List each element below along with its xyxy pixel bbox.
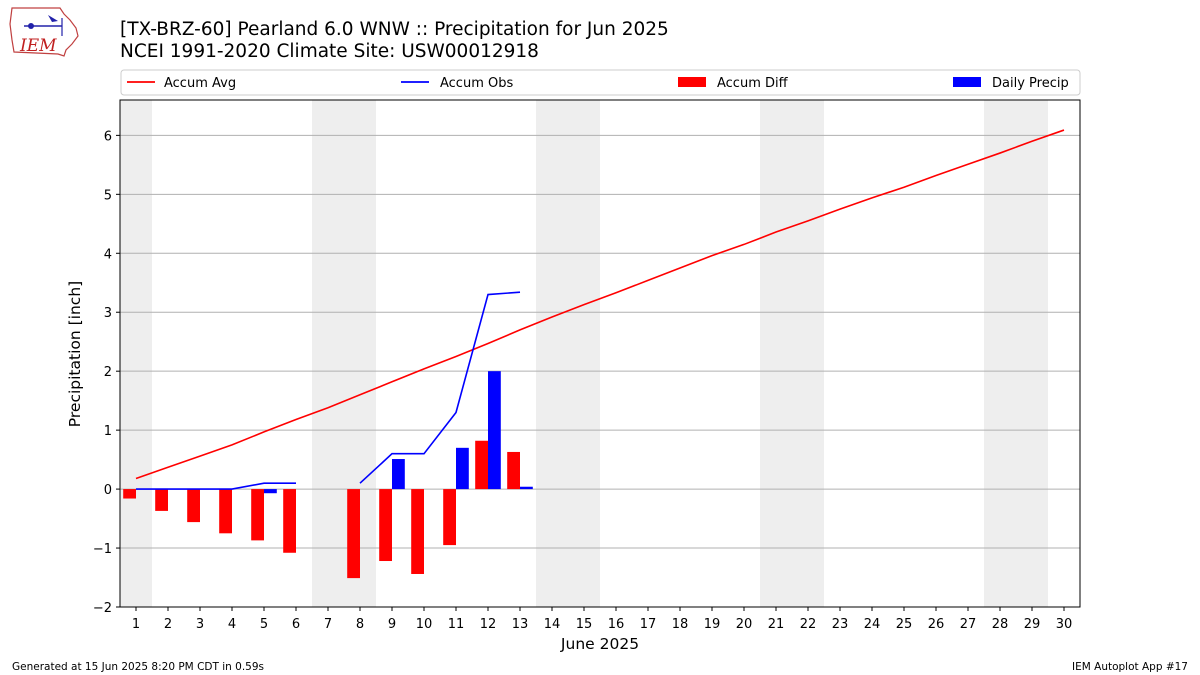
x-tick-label-7: 7 — [324, 617, 332, 632]
x-tick-label-8: 8 — [356, 617, 364, 632]
accum-obs-line-segment-1 — [359, 291, 521, 484]
accum-diff-bar-day-8 — [347, 489, 360, 579]
x-tick-label-27: 27 — [960, 617, 977, 632]
daily-precip-bar-day-5 — [264, 489, 277, 494]
daily-precip-bar-day-12 — [488, 371, 501, 490]
weekend-shading — [120, 100, 1048, 607]
x-tick-label-30: 30 — [1056, 617, 1073, 632]
x-axis: 1 2 3 4 5 6 7 8 9 10 11 12 13 14 15 16 17 18 19 20 21 22 23 24 2… — [132, 607, 1072, 632]
x-tick-label-11: 11 — [448, 617, 465, 632]
footer-generated: Generated at 15 Jun 2025 8:20 PM CDT in … — [12, 661, 264, 673]
x-tick-label-29: 29 — [1024, 617, 1041, 632]
accum-diff-bar-day-11 — [443, 489, 456, 546]
accum-diff-bar-day-12 — [475, 440, 488, 490]
plot-frame — [119, 99, 1081, 608]
legend-label-accum-avg: Accum Avg — [164, 76, 236, 91]
iem-logo-text: IEM — [19, 36, 57, 56]
weekend-band-3 — [760, 100, 824, 607]
y-tick-label--1: −1 — [93, 542, 112, 557]
legend-swatch-accum-diff — [678, 77, 706, 87]
y-tick-label-6: 6 — [104, 129, 112, 144]
accum-diff-bar-day-4 — [219, 489, 232, 534]
legend-frame — [120, 69, 1081, 96]
x-tick-label-26: 26 — [928, 617, 945, 632]
x-axis-label: June 2025 — [560, 635, 639, 653]
legend-swatch-daily-precip — [953, 77, 981, 87]
x-tick-label-1: 1 — [132, 617, 140, 632]
x-tick-label-15: 15 — [576, 617, 593, 632]
accum-diff-bar-day-10 — [411, 489, 424, 574]
accum-diff-bar-day-6 — [283, 489, 296, 553]
y-tick-label-0: 0 — [104, 483, 112, 498]
accum-diff-bar-day-2 — [155, 489, 168, 511]
weekend-band-0 — [120, 100, 152, 607]
x-tick-label-10: 10 — [416, 617, 433, 632]
weekend-band-2 — [536, 100, 600, 607]
x-tick-label-2: 2 — [164, 617, 172, 632]
legend: Accum Avg Accum Obs Accum Diff Daily Precip — [120, 69, 1081, 96]
x-tick-label-4: 4 — [228, 617, 236, 632]
x-tick-label-18: 18 — [672, 617, 689, 632]
x-tick-label-23: 23 — [832, 617, 849, 632]
x-tick-label-24: 24 — [864, 617, 881, 632]
accum-diff-bar-day-13 — [507, 451, 520, 490]
daily-precip-bar-day-11 — [456, 447, 469, 490]
x-tick-label-13: 13 — [512, 617, 529, 632]
y-tick-label-2: 2 — [104, 365, 112, 380]
x-tick-label-28: 28 — [992, 617, 1009, 632]
y-axis: −2 −1 0 1 2 3 4 5 6 — [93, 129, 120, 616]
weekend-band-1 — [312, 100, 376, 607]
accum-diff-bar-day-5 — [251, 489, 264, 541]
x-tick-label-3: 3 — [196, 617, 204, 632]
x-tick-label-9: 9 — [388, 617, 396, 632]
footer-app: IEM Autoplot App #17 — [1072, 661, 1188, 673]
lines — [135, 129, 1065, 490]
x-tick-label-22: 22 — [800, 617, 817, 632]
accum-diff-bar-day-3 — [187, 489, 200, 523]
daily-precip-bar-day-13 — [520, 486, 533, 490]
y-tick-label--2: −2 — [93, 601, 112, 616]
bars — [123, 371, 533, 579]
chart-title: [TX-BRZ-60] Pearland 6.0 WNW :: Precipit… — [120, 19, 669, 40]
x-tick-label-17: 17 — [640, 617, 657, 632]
legend-label-daily-precip: Daily Precip — [992, 76, 1069, 91]
legend-label-accum-obs: Accum Obs — [440, 76, 513, 91]
iem-logo: IEM — [9, 7, 79, 57]
x-tick-label-6: 6 — [292, 617, 300, 632]
y-tick-label-5: 5 — [104, 188, 112, 203]
x-tick-label-14: 14 — [544, 617, 561, 632]
accum-diff-bar-day-1 — [123, 489, 136, 499]
x-tick-label-5: 5 — [260, 617, 268, 632]
x-tick-label-19: 19 — [704, 617, 721, 632]
iowa-map-outline — [9, 7, 79, 57]
y-axis-label: Precipitation [inch] — [66, 281, 84, 427]
legend-label-accum-diff: Accum Diff — [717, 76, 789, 91]
x-tick-label-21: 21 — [768, 617, 785, 632]
x-tick-label-20: 20 — [736, 617, 753, 632]
accum-obs-line-segment-0 — [136, 482, 296, 490]
weekend-band-4 — [984, 100, 1048, 607]
accum-diff-bar-day-9 — [379, 489, 392, 562]
y-tick-label-1: 1 — [104, 424, 112, 439]
chart-subtitle: NCEI 1991-2020 Climate Site: USW00012918 — [120, 41, 539, 62]
accum-avg-line — [135, 129, 1065, 480]
y-tick-label-4: 4 — [104, 247, 112, 262]
daily-precip-bar-day-9 — [392, 459, 405, 490]
x-tick-label-12: 12 — [480, 617, 497, 632]
x-tick-label-16: 16 — [608, 617, 625, 632]
x-tick-label-25: 25 — [896, 617, 913, 632]
y-tick-label-3: 3 — [104, 306, 112, 321]
